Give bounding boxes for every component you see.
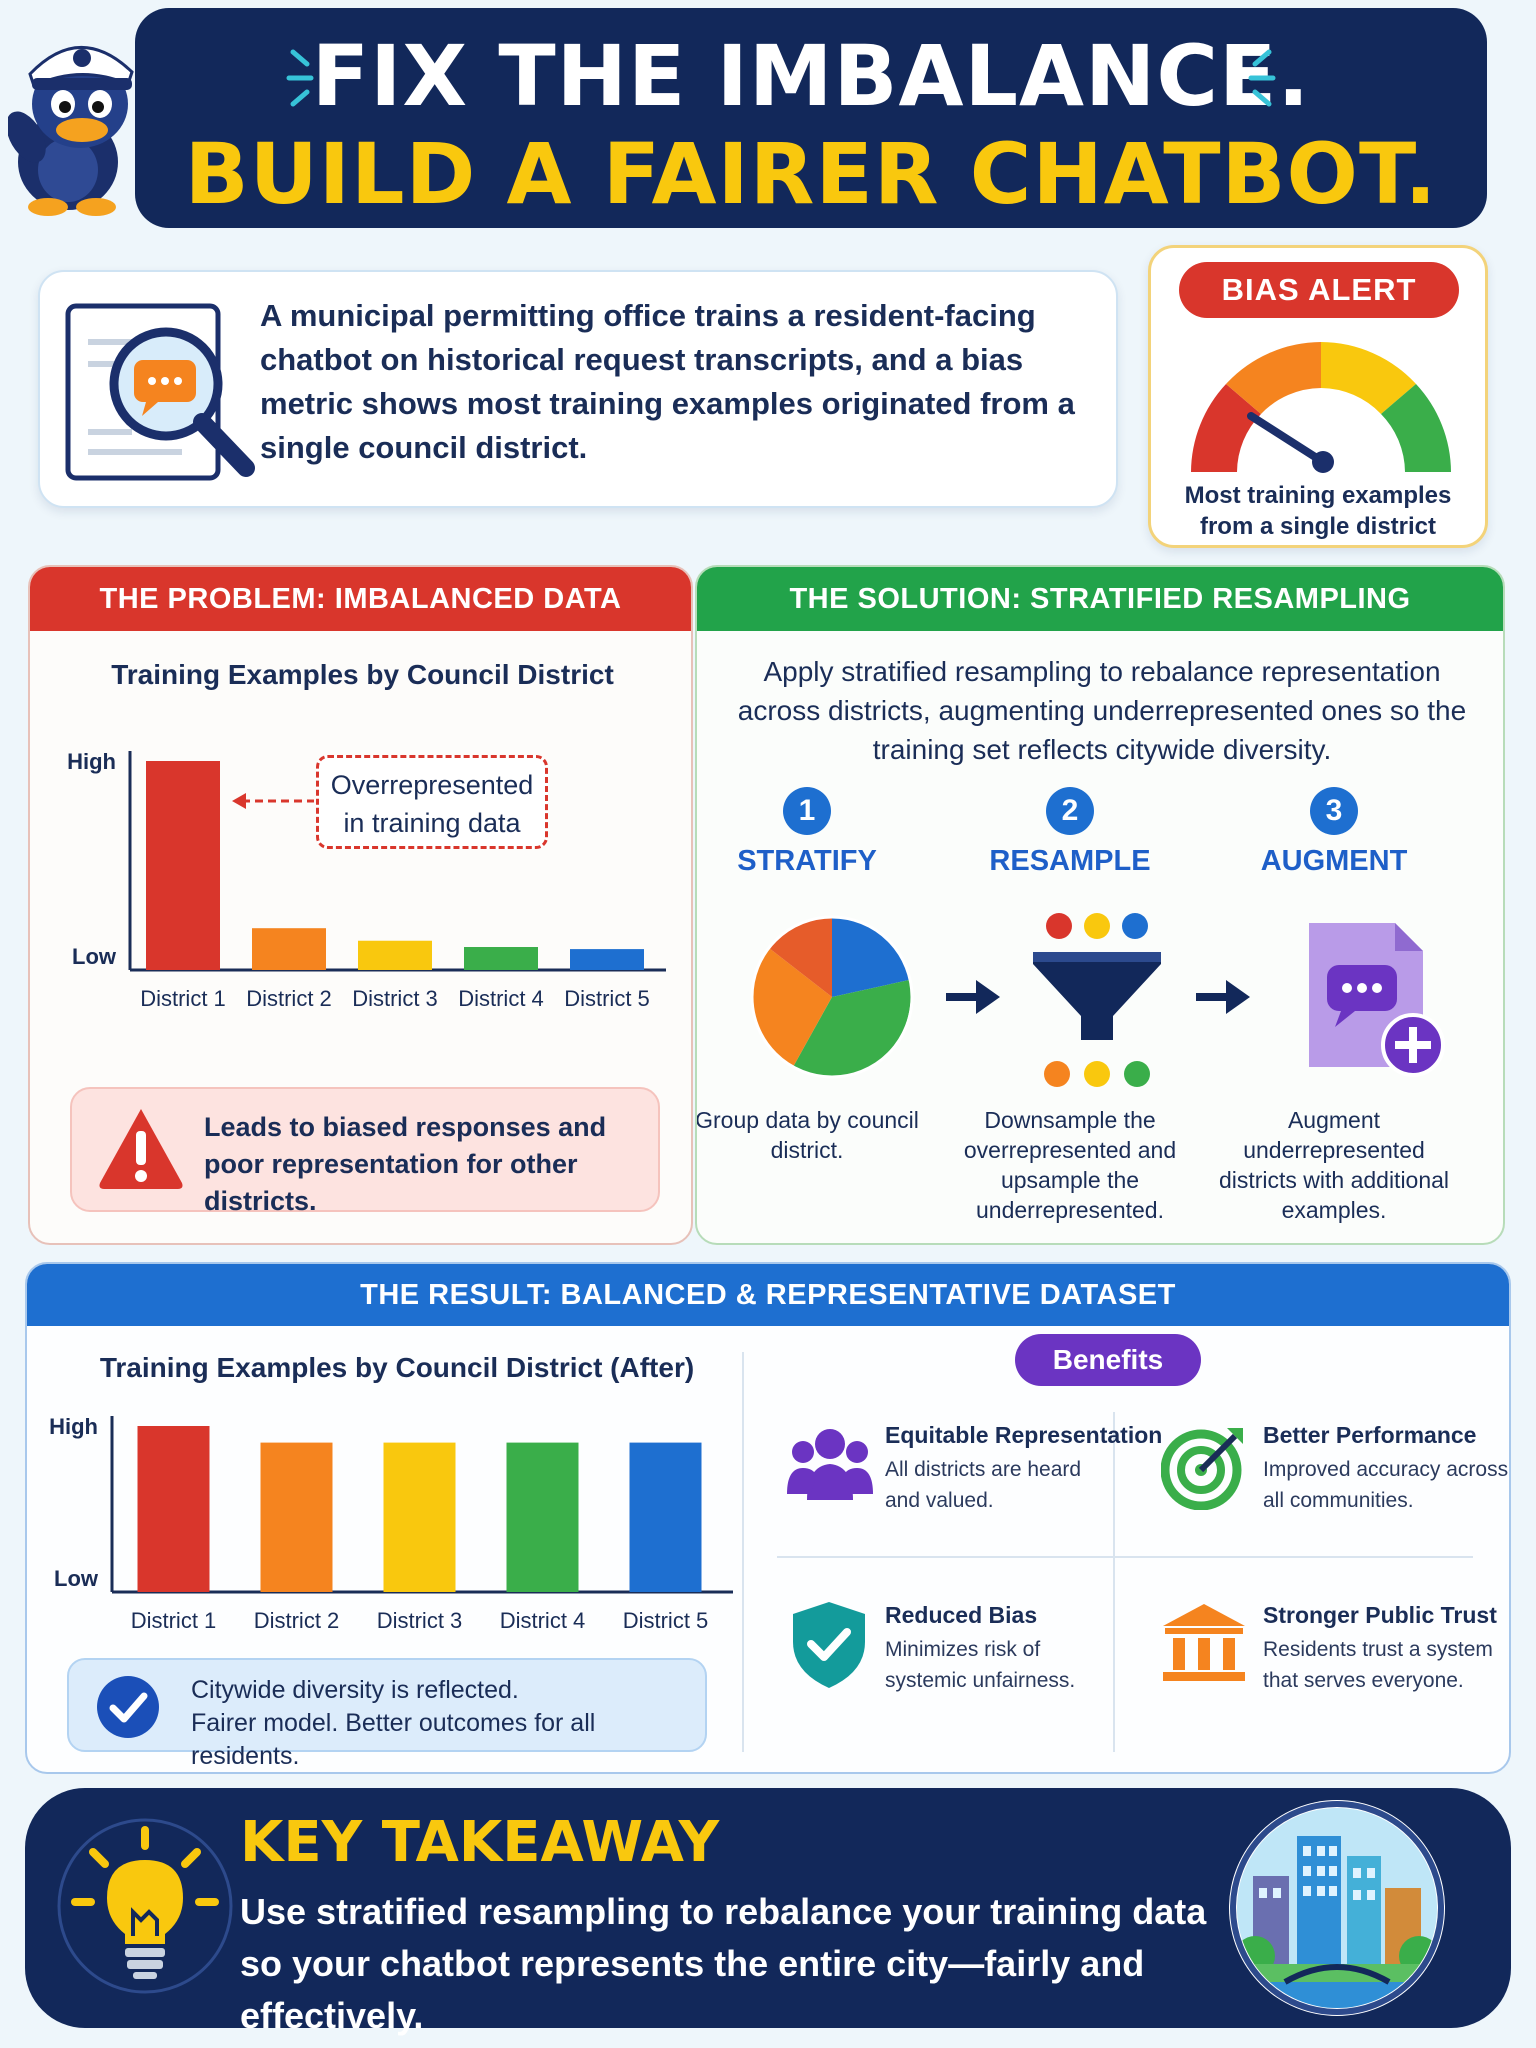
check-circle-icon (97, 1676, 159, 1738)
solution-header: THE SOLUTION: STRATIFIED RESAMPLING (697, 567, 1503, 631)
benefit-performance: Better Performance Improved accuracy acr… (1263, 1422, 1509, 1512)
warning-text: Leads to biased responses and poor repre… (204, 1112, 607, 1216)
scenario-text: A municipal permitting office trains a r… (260, 298, 1075, 465)
funnel-icon (1033, 913, 1161, 1087)
solution-intro: Apply stratified resampling to rebalance… (737, 656, 1467, 765)
takeaway-title: KEY TAKEAWAY (240, 1810, 720, 1875)
city-skyline-icon (1229, 1800, 1445, 2016)
step-label: AUGMENT (1260, 845, 1408, 877)
overrepresented-callout: Overrepresented in training data (316, 755, 548, 849)
benefit-equitable: Equitable Representation All districts a… (885, 1422, 1163, 1512)
x-tick-label: District 3 (377, 1608, 463, 1633)
y-tick-label: High (49, 1414, 98, 1439)
y-tick-label: Low (54, 1566, 99, 1591)
step-label: STRATIFY (737, 845, 877, 877)
spark-lines-icon (1248, 49, 1276, 107)
x-tick-label: District 3 (352, 986, 438, 1011)
bias-alert-caption: Most training examples from a single dis… (1184, 482, 1452, 540)
chart-title-after: Training Examples by Council District (A… (99, 1352, 695, 1383)
bar (383, 1442, 456, 1592)
document-magnifier-icon (65, 303, 255, 481)
benefit-public-trust: Stronger Public Trust Residents trust a … (1263, 1602, 1497, 1692)
divider (742, 1352, 744, 1752)
bar (146, 761, 220, 970)
arrow-right-icon (946, 980, 1000, 1014)
warning-icon (99, 1109, 183, 1189)
x-tick-label: District 1 (140, 986, 226, 1011)
bar (260, 1442, 333, 1592)
dashed-arrow-icon (232, 793, 314, 809)
step-description: Group data by council district. (695, 1107, 919, 1163)
divider (1113, 1412, 1115, 1752)
shield-check-icon (793, 1602, 865, 1688)
step-stratify: 1 STRATIFY Group data by council distric… (697, 787, 932, 1163)
divider (777, 1556, 1473, 1558)
step-label: RESAMPLE (989, 845, 1151, 877)
step-description: Augment underrepresented districts with … (1218, 1107, 1450, 1223)
arrow-right-icon (1196, 980, 1250, 1014)
problem-panel: THE PROBLEM: IMBALANCED DATA Training Ex… (28, 565, 693, 1245)
key-takeaway-banner: KEY TAKEAWAY Use stratified resampling t… (25, 1788, 1511, 2036)
warning-box: Leads to biased responses and poor repre… (70, 1087, 660, 1216)
x-tick-label: District 4 (458, 986, 544, 1011)
step-number: 2 (1046, 787, 1094, 835)
result-panel: THE RESULT: BALANCED & REPRESENTATIVE DA… (25, 1262, 1511, 1774)
people-icon (787, 1429, 873, 1500)
bar (570, 949, 644, 970)
x-tick-label: District 2 (254, 1608, 340, 1633)
x-tick-label: District 4 (500, 1608, 586, 1633)
success-text: Citywide diversity is reflected. Fairer … (191, 1676, 596, 1770)
step-number: 1 (783, 787, 831, 835)
headline-line-2: BUILD A FAIRER CHATBOT. (184, 125, 1438, 223)
chart-title-before: Training Examples by Council District (111, 659, 614, 690)
bar (629, 1442, 702, 1592)
y-tick-label: Low (72, 944, 117, 969)
bar (464, 947, 538, 970)
benefits-pill: Benefits (1015, 1334, 1201, 1386)
bias-alert-badge: BIAS ALERT (1179, 262, 1459, 318)
step-number: 3 (1310, 787, 1358, 835)
bias-alert-card: BIAS ALERT Most training examples from a… (1148, 245, 1488, 548)
pie-chart-icon (750, 915, 914, 1079)
bar (506, 1442, 579, 1592)
result-header: THE RESULT: BALANCED & REPRESENTATIVE DA… (27, 1264, 1509, 1326)
bar-chart-before: High Low District 1 District 2 District 3 Dis… (67, 749, 666, 1011)
x-tick-label: District 5 (623, 1608, 709, 1633)
benefit-reduced-bias: Reduced Bias Minimizes risk of systemic u… (885, 1602, 1076, 1692)
solution-panel: THE SOLUTION: STRATIFIED RESAMPLING Appl… (695, 565, 1505, 1245)
augment-document-icon (1309, 923, 1445, 1077)
headline-line-1: FIX THE IMBALANCE. (311, 27, 1311, 125)
y-tick-label: High (67, 749, 116, 774)
step-resample: 2 RESAMPLE Downsample the overrepresente… (945, 787, 1195, 1223)
problem-header: THE PROBLEM: IMBALANCED DATA (30, 567, 691, 631)
step-description: Downsample the overrepresented and upsam… (963, 1107, 1177, 1223)
success-box: Citywide diversity is reflected. Fairer … (67, 1658, 707, 1770)
x-tick-label: District 2 (246, 986, 332, 1011)
target-icon (1161, 1428, 1243, 1510)
x-tick-label: District 5 (564, 986, 650, 1011)
captain-duck-mascot (6, 12, 158, 218)
bar (358, 940, 432, 970)
gauge-icon (1191, 342, 1451, 473)
title-banner: FIX THE IMBALANCE. BUILD A FAIRER CHATBO… (135, 8, 1487, 228)
scenario-card: A municipal permitting office trains a r… (38, 270, 1118, 508)
x-tick-label: District 1 (131, 1608, 217, 1633)
lightbulb-icon (57, 1818, 233, 1994)
takeaway-text: Use stratified resampling to rebalance y… (240, 1891, 1207, 2036)
bar (252, 928, 326, 970)
bar (137, 1426, 210, 1592)
spark-lines-icon (286, 49, 314, 107)
step-augment: 3 AUGMENT Augment underrepresented distr… (1209, 787, 1459, 1223)
institution-icon (1163, 1604, 1245, 1681)
bar-chart-after: High Low District 1 District 2 District 3 Dis… (49, 1414, 733, 1633)
